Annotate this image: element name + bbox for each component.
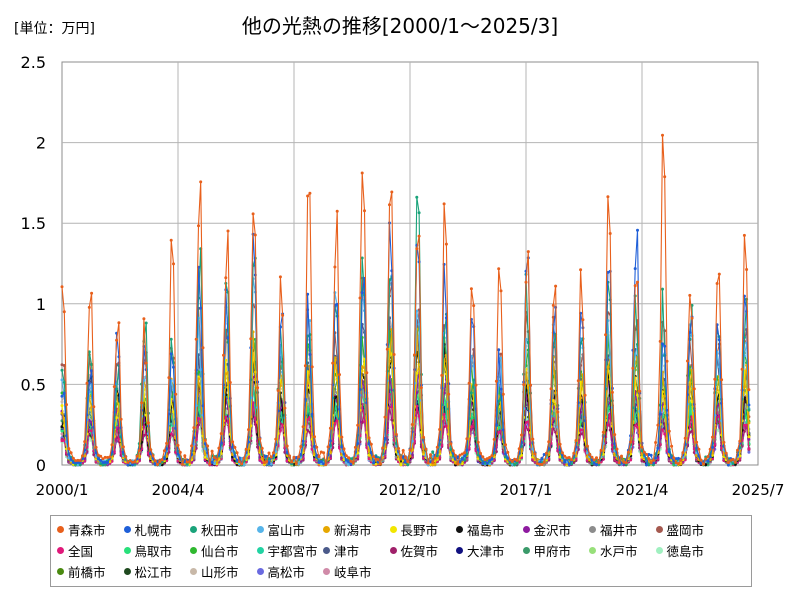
series-point (663, 432, 667, 436)
y-tick-label: 1 (36, 295, 46, 314)
series-point (747, 450, 751, 454)
y-tick-label: 0.5 (21, 375, 46, 394)
chart-plot: 0 0.5 1 1.5 2 2.5 2000/1 2004/4 2008/7 2012/10 201… (21, 53, 785, 499)
series-point (747, 447, 751, 451)
series-point (442, 413, 446, 416)
series-point (661, 428, 664, 432)
x-tick-label: 2025/7 (732, 481, 785, 499)
chart-title: 他の光熱の推移[2000/1～2025/3] (241, 14, 559, 38)
x-tick-label: 2012/10 (379, 481, 441, 499)
unit-label: [単位：万円] (14, 21, 95, 37)
y-tick-label: 2.5 (21, 53, 46, 72)
y-tick-label: 2 (36, 134, 46, 153)
y-tick-label: 1.5 (21, 214, 46, 233)
series-point (60, 400, 64, 404)
series-point (60, 432, 64, 436)
x-tick-label: 2021/4 (616, 481, 669, 499)
y-tick-label: 0 (36, 456, 46, 475)
x-tick-label: 2004/4 (152, 481, 205, 499)
x-tick-label: 2017/1 (500, 481, 553, 499)
x-tick-label: 2008/7 (268, 481, 321, 499)
series-point (606, 423, 610, 427)
x-tick-label: 2000/1 (36, 481, 89, 499)
